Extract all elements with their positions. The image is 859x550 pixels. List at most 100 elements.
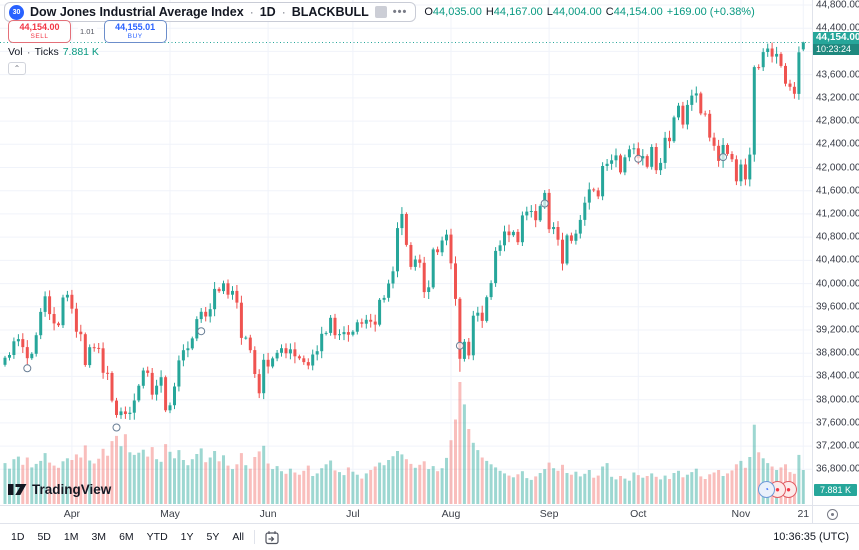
utc-clock[interactable]: 10:36:35 (UTC) xyxy=(773,531,849,543)
price-tick-label: 43,600.00 xyxy=(816,69,859,81)
go-to-date-icon xyxy=(265,530,279,544)
price-tick-label: 40,400.00 xyxy=(816,254,859,266)
scale-target-icon[interactable] xyxy=(827,509,838,520)
range-button-1d[interactable]: 1D xyxy=(11,531,25,543)
event-marker xyxy=(719,153,728,162)
collapse-indicators-button[interactable]: ⌃ xyxy=(8,62,26,75)
event-marker xyxy=(455,341,464,350)
range-button-3m[interactable]: 3M xyxy=(91,531,107,543)
trade-panel: 44,154.00 SELL 1.01 44,155.01 BUY xyxy=(8,20,167,43)
chart-pane[interactable] xyxy=(0,0,812,505)
separator: · xyxy=(281,5,286,19)
price-tick-label: 40,800.00 xyxy=(816,231,859,243)
more-menu-icon[interactable]: ••• xyxy=(392,6,408,18)
buy-price: 44,155.01 xyxy=(115,22,156,32)
event-marker xyxy=(23,364,32,373)
range-button-1m[interactable]: 1M xyxy=(63,531,79,543)
date-range-switcher: 1D 5D 1M 3M 6M YTD 1Y 5Y All xyxy=(10,529,245,545)
time-tick-label: Aug xyxy=(441,508,461,520)
time-axis[interactable]: Apr May Jun Jul Aug Sep Oct Nov 21 xyxy=(0,505,859,524)
close-value: 44,154.00 xyxy=(613,6,663,18)
range-button-ytd[interactable]: YTD xyxy=(146,531,168,543)
price-tick-label: 43,200.00 xyxy=(816,92,859,104)
close-label: C xyxy=(605,6,614,18)
chart-header: 30 Dow Jones Industrial Average Index · … xyxy=(4,2,755,22)
tradingview-logo-text: TradingView xyxy=(32,482,112,497)
price-tick-label: 41,200.00 xyxy=(816,208,859,220)
low-value: 44,004.00 xyxy=(552,6,602,18)
high-label: H xyxy=(485,6,494,18)
price-tick-label: 44,800.00 xyxy=(816,0,859,11)
sell-price: 44,154.00 xyxy=(19,22,60,32)
tradingview-logo[interactable]: TradingView xyxy=(8,481,111,498)
event-marker xyxy=(634,154,643,163)
volume-value-badge: 7.881 K xyxy=(814,484,857,496)
price-tick-label: 38,800.00 xyxy=(816,347,859,359)
event-marker xyxy=(540,199,549,208)
ohlc-readout: O44,035.00 H44,167.00 L44,004.00 C44,154… xyxy=(424,6,754,18)
economic-event-badges[interactable]: ◔ ● ● xyxy=(758,481,797,498)
price-tick-label: 42,000.00 xyxy=(816,162,859,173)
price-tick-label: 37,600.00 xyxy=(816,417,859,429)
price-tick-label: 40,000.00 xyxy=(816,278,859,290)
symbol-title[interactable]: Dow Jones Industrial Average Index xyxy=(30,5,244,19)
price-tick-label: 38,400.00 xyxy=(816,370,859,382)
sell-button[interactable]: 44,154.00 SELL xyxy=(8,20,71,43)
low-label: L xyxy=(546,6,553,18)
sell-label: SELL xyxy=(30,33,49,40)
volume-indicator-legend[interactable]: Vol · Ticks 7.881 K xyxy=(8,45,99,59)
time-tick-label: Nov xyxy=(731,508,751,520)
range-button-1y[interactable]: 1Y xyxy=(180,531,194,543)
indicator-value: 7.881 K xyxy=(62,46,99,58)
range-button-all[interactable]: All xyxy=(232,531,245,543)
buy-button[interactable]: 44,155.01 BUY xyxy=(103,20,167,43)
indicator-style: Ticks xyxy=(34,46,59,58)
time-tick-label: Jun xyxy=(259,508,277,520)
price-tick-label: 44,400.00 xyxy=(816,22,859,34)
range-button-6m[interactable]: 6M xyxy=(119,531,134,543)
price-tick-label: 38,000.00 xyxy=(816,394,859,406)
price-tick-label: 41,600.00 xyxy=(816,185,859,197)
bottom-toolbar: 1D 5D 1M 3M 6M YTD 1Y 5Y All 10:36:35 (UTC) xyxy=(0,523,859,550)
time-tick-label: 21 xyxy=(797,508,810,520)
price-tick-label: 42,800.00 xyxy=(816,115,859,127)
price-tick-label: 39,600.00 xyxy=(816,301,859,313)
high-value: 44,167.00 xyxy=(493,6,543,18)
indicator-source: Vol xyxy=(8,46,23,58)
time-tick-label: Apr xyxy=(63,508,81,520)
toolbar-divider xyxy=(254,530,256,544)
tradingview-logo-icon xyxy=(8,484,27,495)
change-value: +169.00 (+0.38%) xyxy=(666,6,755,18)
candlestick-chart[interactable] xyxy=(0,0,812,505)
time-tick-label: Jul xyxy=(346,508,360,520)
open-value: 44,035.00 xyxy=(432,6,482,18)
time-tick-label: Sep xyxy=(539,508,559,520)
separator: · xyxy=(26,45,31,59)
last-price-value: 44,154.00 xyxy=(816,31,859,43)
bar-countdown: 10:23:24 xyxy=(813,43,859,55)
price-tick-label: 39,200.00 xyxy=(816,324,859,336)
range-button-5y[interactable]: 5Y xyxy=(206,531,220,543)
broker-label[interactable]: BLACKBULL xyxy=(291,5,369,19)
open-label: O xyxy=(424,6,433,18)
time-tick-label: Oct xyxy=(630,508,647,520)
range-button-5d[interactable]: 5D xyxy=(37,531,51,543)
spread-value: 1.01 xyxy=(78,26,97,37)
axis-separator xyxy=(812,506,813,524)
event-marker xyxy=(197,327,206,336)
go-to-date-button[interactable] xyxy=(264,530,280,545)
event-badge-flag-icon[interactable]: ◔ xyxy=(758,481,775,498)
symbol-pill[interactable]: 30 Dow Jones Industrial Average Index · … xyxy=(4,2,417,22)
snapshot-icon[interactable] xyxy=(374,6,387,18)
separator: · xyxy=(249,5,254,19)
price-tick-label: 42,400.00 xyxy=(816,138,859,150)
price-tick-label: 37,200.00 xyxy=(816,440,859,452)
event-marker xyxy=(112,423,121,432)
symbol-logo-icon: 30 xyxy=(9,4,24,20)
last-price-badge: 44,154.00 10:23:24 xyxy=(813,31,859,55)
price-axis[interactable]: 44,154.00 10:23:24 7.881 K 44,800.00 44,4… xyxy=(812,0,859,505)
time-tick-label: May xyxy=(160,508,180,520)
interval-label[interactable]: 1D xyxy=(259,5,276,19)
buy-label: BUY xyxy=(127,33,143,40)
